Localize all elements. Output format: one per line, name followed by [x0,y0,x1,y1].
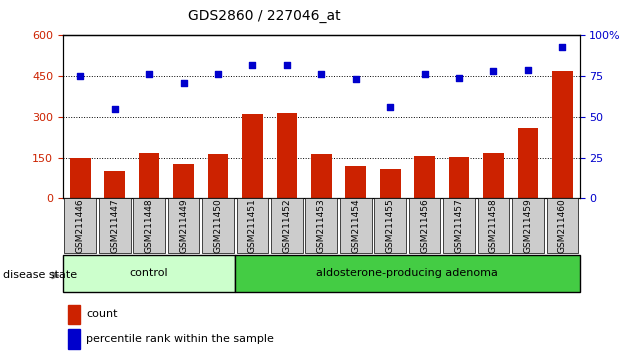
Point [488,68,498,74]
Point [316,72,326,77]
Bar [444,198,475,253]
Bar [345,166,366,198]
Point [144,72,154,77]
Bar [311,154,331,198]
Point [351,76,361,82]
Bar [235,255,580,292]
Bar [340,198,372,253]
Text: GSM211446: GSM211446 [76,198,84,253]
Text: GDS2860 / 227046_at: GDS2860 / 227046_at [188,9,341,23]
Text: count: count [86,309,118,320]
Point [558,44,568,50]
Bar [105,171,125,198]
Point [110,106,120,112]
Bar [64,198,96,253]
Bar [237,198,268,253]
Point [178,80,188,85]
Bar [168,198,199,253]
Bar [271,198,302,253]
Point [385,104,395,110]
Bar [306,198,337,253]
Text: GSM211453: GSM211453 [317,198,326,253]
Bar [478,198,509,253]
Text: GSM211458: GSM211458 [489,198,498,253]
Bar [512,198,544,253]
Point [454,75,464,81]
Bar [415,156,435,198]
Bar [63,255,235,292]
Bar [547,198,578,253]
Text: GSM211448: GSM211448 [145,198,154,253]
Bar [68,329,79,348]
Text: GSM211460: GSM211460 [558,198,567,253]
Text: GSM211452: GSM211452 [282,198,291,253]
Bar [134,198,165,253]
Text: GSM211449: GSM211449 [179,198,188,253]
Bar [70,158,91,198]
Text: GSM211450: GSM211450 [214,198,222,253]
Bar [68,304,79,324]
Point [248,62,258,68]
Bar [242,114,263,198]
Text: disease state: disease state [3,270,77,280]
Bar [208,154,228,198]
Point [213,72,223,77]
Bar [483,154,504,198]
Bar [374,198,406,253]
Point [75,73,85,79]
Point [282,62,292,68]
Text: aldosterone-producing adenoma: aldosterone-producing adenoma [316,268,498,279]
Bar [380,169,401,198]
Text: GSM211455: GSM211455 [386,198,394,253]
Bar [99,198,130,253]
Text: GSM211457: GSM211457 [455,198,464,253]
Text: percentile rank within the sample: percentile rank within the sample [86,334,274,344]
Text: GSM211456: GSM211456 [420,198,429,253]
Text: GSM211451: GSM211451 [248,198,257,253]
Bar [139,154,159,198]
Text: control: control [130,268,168,279]
Bar [552,71,573,198]
Text: GSM211454: GSM211454 [352,198,360,253]
Bar [173,164,194,198]
Point [523,67,533,73]
Bar [202,198,234,253]
Text: GSM211447: GSM211447 [110,198,119,253]
Bar [409,198,440,253]
Point [420,72,430,77]
Bar [518,128,538,198]
Bar [449,157,469,198]
Bar [277,113,297,198]
Text: GSM211459: GSM211459 [524,198,532,253]
